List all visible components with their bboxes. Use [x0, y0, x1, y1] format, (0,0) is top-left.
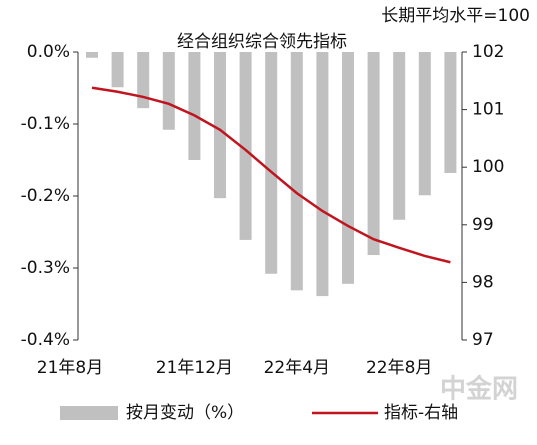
x-tick-label: 21年8月: [37, 358, 103, 378]
bar: [111, 52, 124, 88]
y2-tick-label: 102: [472, 42, 504, 62]
y2-tick-label: 97: [472, 330, 494, 350]
bar: [214, 52, 226, 199]
chart-subtitle: 长期平均水平=100: [381, 6, 530, 26]
y-tick-label: -0.1%: [21, 114, 70, 134]
bar: [367, 52, 380, 256]
bar: [342, 52, 354, 284]
legend-label: 按月变动（%）: [126, 403, 244, 423]
watermark: 中金网: [440, 374, 518, 405]
bar: [316, 52, 329, 297]
x-tick-label: 21年12月: [156, 358, 233, 378]
bar: [444, 52, 457, 173]
bar: [137, 52, 150, 109]
bar: [290, 52, 303, 291]
line: [91, 86, 451, 264]
bar: [162, 52, 175, 130]
bar: [393, 52, 406, 220]
legend-swatch: [60, 406, 118, 420]
y-tick-label: -0.3%: [21, 258, 70, 278]
bar: [188, 52, 201, 160]
x-tick-label: 22年8月: [366, 358, 432, 378]
y-tick-label: -0.2%: [21, 186, 70, 206]
y2-tick-label: 101: [472, 100, 504, 120]
x-tick-label: 22年4月: [264, 358, 330, 378]
chart-title: 经合组织综合领先指标: [177, 32, 347, 52]
bar: [265, 52, 278, 274]
y-tick-label: -0.4%: [21, 330, 70, 350]
bar: [239, 52, 252, 240]
y-tick-label: 0.0%: [27, 42, 70, 62]
y2-tick-label: 98: [472, 272, 494, 292]
y2-tick-label: 99: [472, 215, 494, 235]
legend-label: 指标-右轴: [384, 403, 458, 423]
y2-tick-label: 100: [472, 157, 504, 177]
bar: [418, 52, 431, 196]
bar: [86, 52, 98, 58]
